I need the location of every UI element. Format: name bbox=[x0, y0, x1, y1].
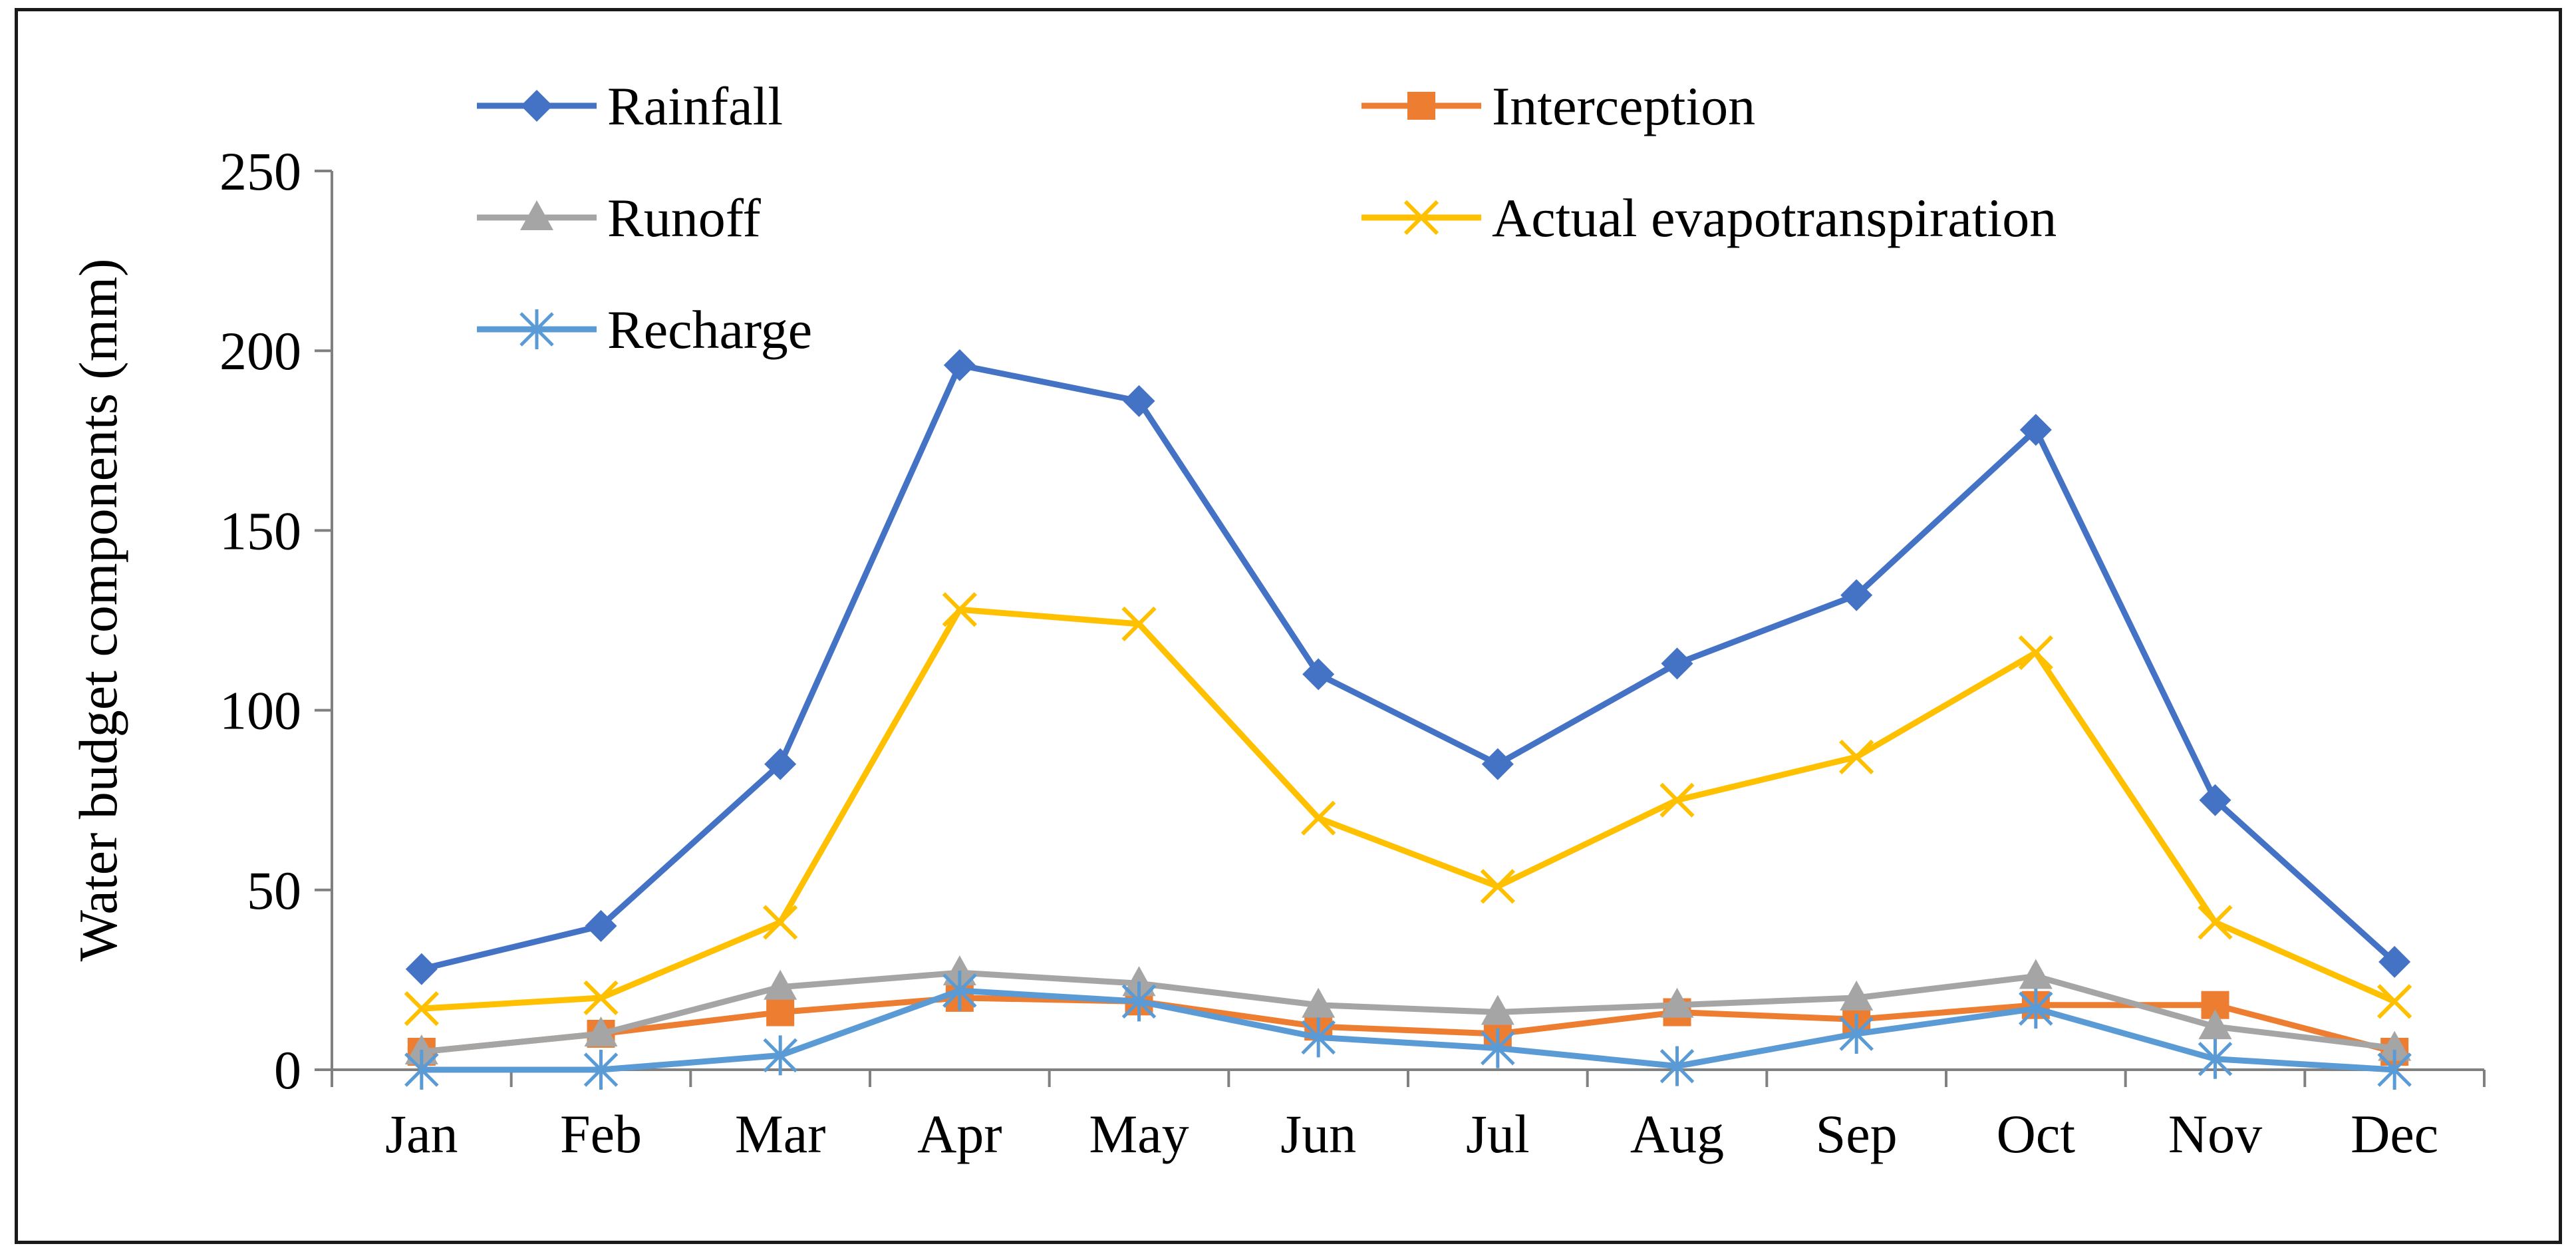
data-point bbox=[1122, 966, 1156, 997]
data-point bbox=[2198, 905, 2233, 940]
data-point bbox=[942, 971, 977, 1011]
x-tick-label: Jan bbox=[385, 1104, 458, 1164]
data-point bbox=[1301, 1017, 1336, 1058]
data-point bbox=[1839, 1013, 1874, 1054]
data-point bbox=[585, 909, 617, 942]
data-point bbox=[943, 349, 976, 381]
data-point bbox=[583, 980, 619, 1016]
data-point bbox=[2018, 635, 2053, 671]
x-tick-label: Oct bbox=[1997, 1104, 2076, 1164]
chart-frame: 0 50 100 150 200 250 Jan Feb Mar Apr May Jun Jul Aug S… bbox=[15, 8, 2562, 1244]
data-point bbox=[942, 592, 977, 627]
data-point bbox=[2198, 1009, 2232, 1040]
legend-label: Interception bbox=[1492, 76, 1755, 136]
data-point bbox=[1121, 981, 1157, 1022]
data-point bbox=[1301, 800, 1336, 836]
x-tick-label: Mar bbox=[735, 1104, 826, 1164]
legend-label: Actual evapotranspiration bbox=[1492, 188, 2057, 248]
data-point bbox=[583, 1050, 619, 1090]
legend-label: Rainfall bbox=[607, 76, 783, 136]
legend-item: Recharge bbox=[477, 299, 812, 360]
y-tick-label: 200 bbox=[219, 321, 301, 381]
data-point bbox=[1302, 987, 1336, 1018]
legend-marker bbox=[1403, 200, 1439, 236]
line-chart: 0 50 100 150 200 250 Jan Feb Mar Apr May Jun Jul Aug S… bbox=[68, 76, 2486, 1164]
legend-item: Actual evapotranspiration bbox=[1361, 188, 2057, 248]
data-point bbox=[764, 969, 797, 1000]
legend-item: Interception bbox=[1361, 76, 1755, 136]
data-point bbox=[766, 998, 795, 1026]
x-tick-label: Dec bbox=[2351, 1104, 2438, 1164]
data-point bbox=[2019, 989, 2053, 1029]
series-line bbox=[421, 969, 2395, 1055]
y-axis-label: Water budget components (mm) bbox=[68, 259, 128, 962]
x-tick-label: May bbox=[1089, 1104, 1189, 1164]
series-rainfall bbox=[405, 349, 2411, 985]
data-point bbox=[404, 1050, 439, 1090]
data-point bbox=[1481, 1028, 1515, 1068]
x-tick-label: Sep bbox=[1816, 1104, 1898, 1164]
data-point bbox=[404, 1034, 438, 1064]
series-runoff bbox=[404, 955, 2412, 1064]
data-point bbox=[2019, 414, 2052, 446]
y-tick-label: 0 bbox=[274, 1040, 301, 1100]
data-point bbox=[2378, 1030, 2412, 1061]
data-point bbox=[1481, 995, 1514, 1025]
data-point bbox=[764, 748, 797, 780]
series-line bbox=[421, 995, 2396, 1055]
x-tick-label: Nov bbox=[2168, 1104, 2262, 1164]
x-tick-label: Jul bbox=[1466, 1104, 1530, 1164]
legend-marker bbox=[521, 90, 553, 122]
data-point bbox=[942, 955, 976, 986]
data-point bbox=[1840, 579, 1873, 611]
series-line bbox=[421, 606, 2396, 1012]
data-point bbox=[2198, 1038, 2233, 1079]
x-tick-label: Feb bbox=[560, 1104, 642, 1164]
data-point bbox=[2199, 784, 2231, 816]
series-layer bbox=[404, 349, 2412, 1090]
data-point bbox=[405, 953, 438, 985]
legend-item: Runoff bbox=[477, 188, 762, 248]
legend-item: Rainfall bbox=[477, 76, 783, 136]
data-point bbox=[1660, 987, 1694, 1018]
data-point bbox=[2377, 984, 2412, 1019]
data-point bbox=[1123, 385, 1155, 417]
x-tick-label: Apr bbox=[917, 1104, 1002, 1164]
data-point bbox=[1481, 748, 1514, 780]
series-recharge bbox=[404, 971, 2412, 1090]
legend-marker bbox=[1407, 92, 1435, 120]
data-point bbox=[1302, 658, 1335, 691]
y-tick-label: 250 bbox=[219, 141, 301, 202]
data-point bbox=[2378, 945, 2411, 978]
legend-marker bbox=[520, 200, 553, 230]
data-point bbox=[2019, 959, 2053, 989]
x-tick-label: Aug bbox=[1630, 1104, 1724, 1164]
legend: Rainfall Interception Runoff Actual evapotr… bbox=[477, 76, 2057, 360]
axes: 0 50 100 150 200 250 Jan Feb Mar Apr May Jun Jul Aug S… bbox=[219, 141, 2486, 1164]
legend-marker bbox=[519, 309, 554, 349]
x-tick-label: Jun bbox=[1280, 1104, 1356, 1164]
legend-label: Recharge bbox=[607, 299, 812, 360]
data-point bbox=[1661, 647, 1693, 680]
data-point bbox=[1480, 869, 1515, 904]
data-point bbox=[1840, 980, 1874, 1011]
series-actual-evapotranspiration bbox=[404, 592, 2412, 1026]
data-point bbox=[763, 905, 798, 940]
data-point bbox=[763, 1035, 797, 1076]
data-point bbox=[1659, 782, 1695, 818]
y-tick-label: 150 bbox=[219, 500, 301, 561]
data-point bbox=[1839, 739, 1874, 774]
y-tick-label: 50 bbox=[247, 860, 301, 921]
series-line bbox=[420, 362, 2397, 973]
data-point bbox=[1659, 1046, 1695, 1086]
data-point bbox=[1121, 606, 1157, 642]
series-line bbox=[421, 987, 2395, 1073]
data-point bbox=[404, 991, 439, 1026]
legend-label: Runoff bbox=[607, 188, 762, 248]
data-point bbox=[584, 1016, 618, 1046]
data-point bbox=[2377, 1050, 2412, 1090]
y-tick-label: 100 bbox=[219, 681, 301, 741]
